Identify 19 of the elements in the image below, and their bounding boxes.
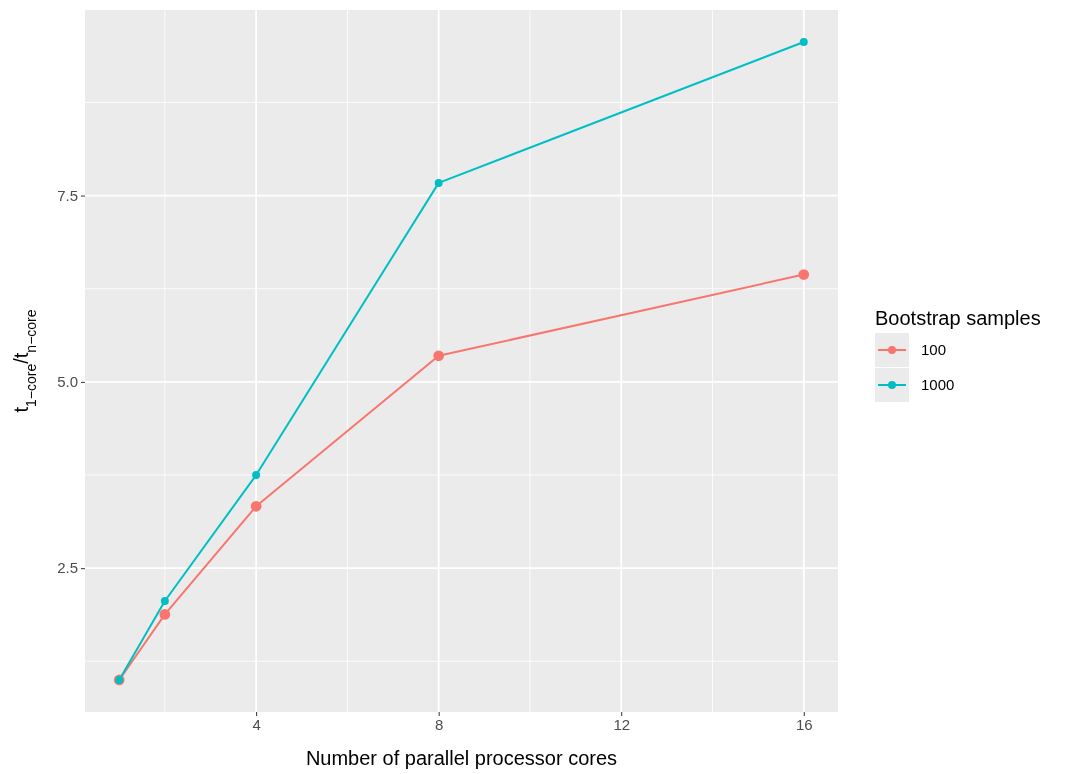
point <box>433 350 445 362</box>
point <box>160 596 169 605</box>
x-axis-title: Number of parallel processor cores <box>305 747 618 769</box>
x-tick-label: 16 <box>795 715 813 733</box>
x-tick-label: 12 <box>613 715 631 733</box>
point <box>252 471 261 479</box>
legend-label: 100 <box>921 341 947 358</box>
legend-title: Bootstrap samples <box>875 307 1041 329</box>
y-tick-label: 7.5 <box>57 186 78 204</box>
legend-label: 1000 <box>921 376 955 393</box>
point <box>799 38 808 47</box>
y-tick-label: 5.0 <box>57 373 78 391</box>
point <box>798 269 810 280</box>
x-tick-label: 8 <box>435 715 444 733</box>
y-tick-label: 2.5 <box>57 559 78 577</box>
point <box>250 500 262 512</box>
point <box>434 178 443 187</box>
point <box>159 609 171 620</box>
x-tick-label: 4 <box>252 715 261 733</box>
